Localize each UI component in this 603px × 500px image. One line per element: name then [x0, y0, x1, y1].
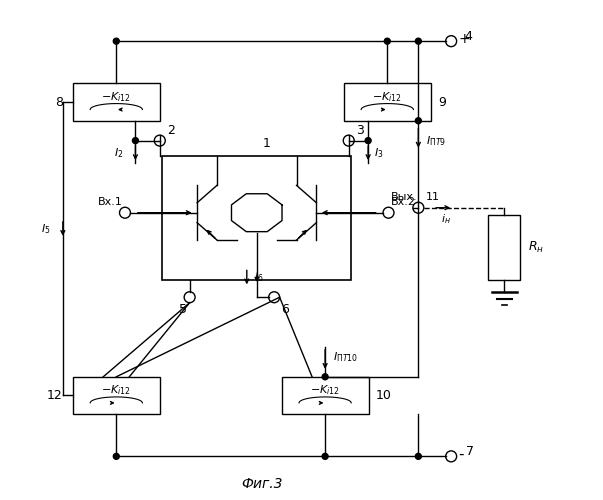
Circle shape — [415, 205, 421, 210]
Text: 11: 11 — [426, 192, 440, 202]
Text: -: - — [458, 446, 464, 462]
Text: $-K_{i12}$: $-K_{i12}$ — [372, 90, 402, 104]
Bar — [73, 377, 160, 414]
Text: $-K_{i12}$: $-K_{i12}$ — [101, 384, 131, 398]
Bar — [282, 377, 368, 414]
Circle shape — [184, 292, 195, 302]
Bar — [488, 215, 520, 280]
Bar — [73, 84, 160, 120]
Text: 8: 8 — [55, 96, 63, 108]
Circle shape — [269, 292, 280, 302]
Circle shape — [383, 207, 394, 218]
Text: $-K_{i12}$: $-K_{i12}$ — [101, 90, 131, 104]
Circle shape — [113, 38, 119, 44]
Text: $i_н$: $i_н$ — [441, 212, 450, 226]
Text: 12: 12 — [47, 389, 63, 402]
Text: 7: 7 — [466, 445, 473, 458]
Text: 9: 9 — [438, 96, 446, 108]
Text: $R_н$: $R_н$ — [528, 240, 544, 255]
Text: $I_{\Pi T9}$: $I_{\Pi T9}$ — [426, 134, 446, 147]
Circle shape — [343, 135, 354, 146]
Text: 4: 4 — [464, 30, 473, 43]
Circle shape — [384, 38, 390, 44]
Text: Вх.2: Вх.2 — [391, 197, 416, 207]
Text: 1: 1 — [262, 136, 270, 149]
Circle shape — [113, 454, 119, 460]
Text: $I_{\Pi T10}$: $I_{\Pi T10}$ — [333, 350, 358, 364]
Text: $I_3$: $I_3$ — [374, 146, 384, 160]
Text: 3: 3 — [356, 124, 364, 137]
Circle shape — [415, 118, 421, 124]
Text: 5: 5 — [179, 303, 187, 316]
Circle shape — [154, 135, 165, 146]
Circle shape — [119, 207, 130, 218]
Text: 2: 2 — [167, 124, 175, 137]
Text: Фиг.3: Фиг.3 — [241, 476, 282, 490]
Circle shape — [413, 202, 424, 213]
Circle shape — [446, 36, 456, 46]
Circle shape — [415, 454, 421, 460]
Text: Вых.: Вых. — [391, 192, 418, 202]
Circle shape — [365, 138, 371, 143]
Text: $-K_{i12}$: $-K_{i12}$ — [310, 384, 340, 398]
Text: +: + — [458, 32, 470, 46]
Text: $I_5$: $I_5$ — [41, 222, 51, 236]
Text: $I_2$: $I_2$ — [113, 146, 123, 160]
Text: 6: 6 — [282, 303, 289, 316]
Bar — [162, 156, 351, 280]
Text: $I_6$: $I_6$ — [254, 270, 264, 284]
Text: Вх.1: Вх.1 — [98, 197, 122, 207]
Bar — [344, 84, 431, 120]
Text: 10: 10 — [376, 389, 392, 402]
Circle shape — [133, 138, 139, 143]
Circle shape — [415, 38, 421, 44]
Circle shape — [322, 374, 328, 380]
Circle shape — [322, 454, 328, 460]
Circle shape — [446, 451, 456, 462]
